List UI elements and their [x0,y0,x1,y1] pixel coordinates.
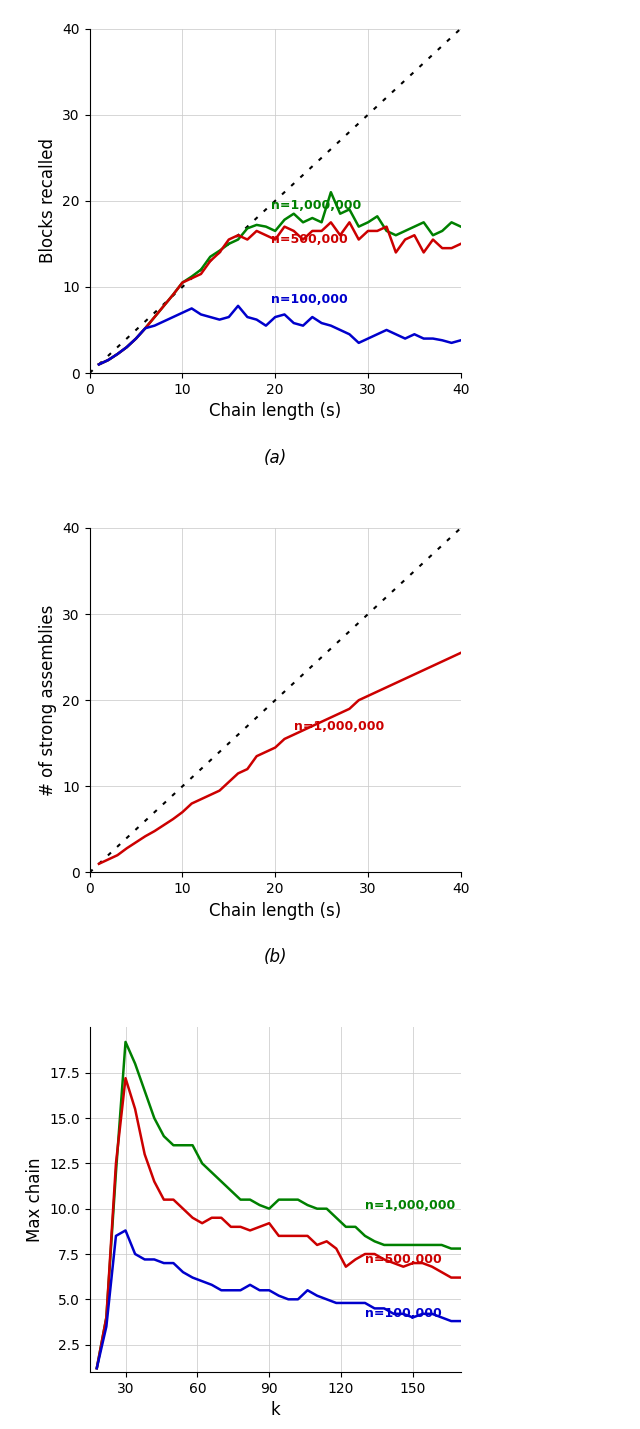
Y-axis label: Blocks recalled: Blocks recalled [38,139,57,263]
X-axis label: Chain length (s): Chain length (s) [209,902,341,920]
Y-axis label: # of strong assemblies: # of strong assemblies [38,604,57,796]
Text: (b): (b) [264,949,287,966]
Text: n=500,000: n=500,000 [365,1253,442,1266]
Text: n=1,000,000: n=1,000,000 [294,720,384,733]
Text: n=500,000: n=500,000 [271,233,348,246]
X-axis label: k: k [270,1400,280,1419]
Text: n=1,000,000: n=1,000,000 [271,199,361,211]
Y-axis label: Max chain: Max chain [26,1157,44,1242]
X-axis label: Chain length (s): Chain length (s) [209,403,341,420]
Text: n=100,000: n=100,000 [271,293,348,306]
Text: (a): (a) [264,449,287,467]
Text: n=1,000,000: n=1,000,000 [365,1199,455,1212]
Text: n=100,000: n=100,000 [365,1308,442,1320]
